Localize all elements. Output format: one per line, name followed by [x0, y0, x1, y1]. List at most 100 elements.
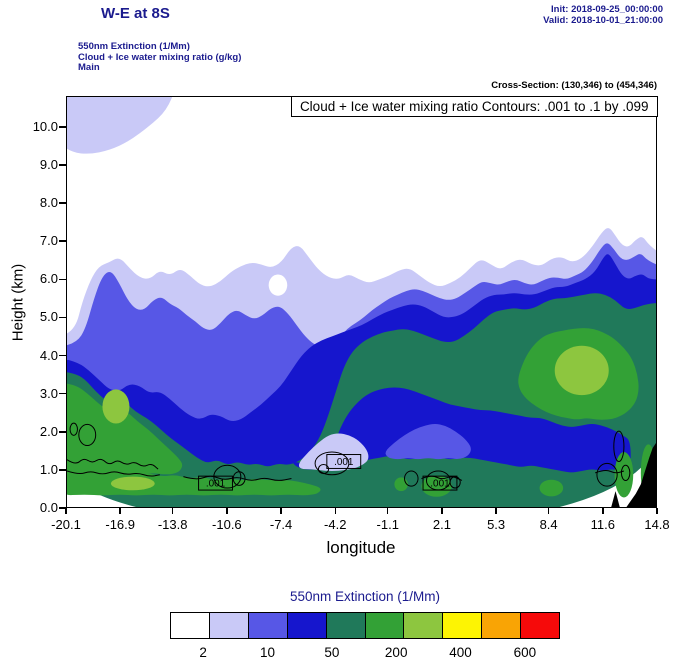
colorbar-cell-teal [326, 613, 366, 638]
colorbar-cell-dark_blue [287, 613, 327, 638]
y-tick-label: 7.0 [39, 233, 58, 249]
colorbar-tick-label: 2 [199, 645, 207, 660]
y-tick-mark [59, 354, 66, 357]
y-tick-mark [59, 164, 66, 166]
filled-contour-light_green [102, 389, 130, 424]
filled-contour-light_green [554, 345, 609, 396]
contour-label-box [198, 475, 233, 491]
terrain-silhouette [626, 442, 656, 507]
cloud-contour-line [595, 470, 625, 474]
cloud-contour-loop [69, 422, 78, 436]
contour-label-text: .001 [334, 457, 354, 468]
y-tick-label: 6.0 [39, 271, 58, 287]
y-tick-mark [59, 126, 66, 128]
x-tick-label: -10.6 [212, 517, 242, 532]
colorbar-tick-label: 200 [384, 645, 408, 660]
x-tick-mark [495, 508, 497, 514]
filled-contour-green [539, 479, 564, 497]
plot-area: .001 .001 .001 Cloud + Ice water mixing ra… [66, 95, 658, 508]
filled-contour-green [421, 475, 452, 497]
filled-contour-blue [385, 424, 471, 460]
cloud-contour-loop [449, 476, 461, 489]
x-tick-mark [386, 508, 389, 514]
field-descriptor-domain: Main [78, 62, 100, 73]
legend-title: 550nm Extinction (1/Mm) [289, 589, 441, 604]
contour-info-box: Cloud + Ice water mixing ratio Contours:… [290, 95, 658, 117]
x-tick-label: -7.4 [269, 517, 293, 532]
colorbar-cell-blue [248, 613, 288, 638]
contour-label-box [422, 475, 458, 491]
x-tick-label: -20.1 [51, 517, 81, 532]
x-tick-mark [547, 508, 550, 514]
y-tick-label: 10.0 [32, 118, 58, 134]
y-tick-label: 4.0 [39, 347, 58, 363]
colorbar-tick-label: 600 [513, 645, 537, 660]
cloud-contour-loop [596, 462, 618, 487]
x-axis-title: longitude [326, 538, 396, 557]
x-tick-mark [656, 508, 658, 514]
x-tick-label: 2.1 [432, 517, 451, 532]
init-timestamp: Init: 2018-09-25_00:00:00 [551, 4, 663, 15]
y-tick-mark [59, 240, 66, 242]
y-tick-label: 1.0 [39, 461, 58, 477]
cloud-contour-loop [213, 464, 242, 489]
y-tick-label: 5.0 [39, 309, 58, 325]
field-descriptor-cloud: Cloud + Ice water mixing ratio (g/kg) [78, 51, 242, 63]
filled-contour-lavender [67, 97, 172, 154]
x-tick-label: -4.2 [324, 517, 347, 532]
colorbar-cell-light_green [404, 613, 444, 638]
x-tick-label: 5.3 [487, 517, 506, 532]
colorbar-cell-green [365, 613, 405, 638]
field-descriptors: 550nm Extinction (1/Mm) Cloud + Ice wate… [78, 41, 242, 74]
x-tick-mark [441, 508, 443, 514]
extinction-colorbar [170, 612, 560, 639]
filled-contour-dark_blue [293, 387, 631, 473]
contour-label-text: .001 [206, 479, 226, 490]
y-tick-label: 9.0 [39, 156, 58, 172]
cloud-contour-line [183, 475, 292, 481]
plot-title: W-E at 8S [101, 5, 170, 22]
contour-field-svg: .001 .001 .001 [67, 97, 656, 507]
run-timestamps: Init: 2018-09-25_00:00:00 Valid: 2018-10… [543, 4, 663, 26]
x-tick-mark [119, 508, 121, 514]
cloud-contour-line [67, 470, 160, 477]
filled-contour-green [614, 452, 634, 498]
x-tick-mark [226, 508, 228, 514]
y-tick-mark [59, 507, 66, 509]
y-axis-title: Height (km) [9, 263, 27, 342]
filled-contour-white [268, 274, 288, 296]
x-tick-mark [334, 508, 336, 514]
colorbar-cell-white [171, 613, 210, 638]
x-tick-label: -16.9 [105, 517, 135, 532]
y-tick-mark [59, 316, 66, 319]
colorbar-tick-label: 400 [449, 645, 472, 660]
x-tick-label: -1.1 [376, 517, 399, 532]
colorbar-tick-label: 10 [259, 645, 276, 660]
colorbar-cell-red [521, 613, 560, 638]
x-tick-label: -13.8 [157, 517, 188, 532]
y-tick-mark [59, 202, 66, 204]
cross-section-coords: Cross-Section: (130,346) to (454,346) [491, 80, 657, 91]
field-descriptor-extinction: 550nm Extinction (1/Mm) [78, 41, 190, 52]
x-tick-mark [65, 508, 67, 514]
y-tick-mark [59, 278, 66, 281]
x-tick-label: 8.4 [539, 517, 558, 532]
y-tick-label: 0.0 [39, 500, 58, 515]
cloud-contour-loop [317, 464, 330, 475]
x-tick-label: 11.6 [590, 517, 615, 532]
cloud-contour-loop [232, 471, 246, 486]
valid-timestamp: Valid: 2018-10-01_21:00:00 [543, 15, 663, 26]
colorbar-cell-yellow [443, 613, 483, 638]
x-tick-mark [280, 508, 282, 514]
cloud-contour-loop [78, 423, 97, 447]
x-tick-mark [602, 508, 604, 514]
filled-contour-green [394, 477, 408, 492]
contour-label-box [326, 454, 362, 469]
colorbar-cell-orange [482, 613, 522, 638]
contour-label-text: .001 [430, 479, 450, 490]
filled-contour-green [67, 383, 183, 475]
y-tick-mark [59, 431, 66, 433]
cloud-contour-line [67, 458, 159, 470]
cloud-contour-loop [613, 430, 625, 462]
